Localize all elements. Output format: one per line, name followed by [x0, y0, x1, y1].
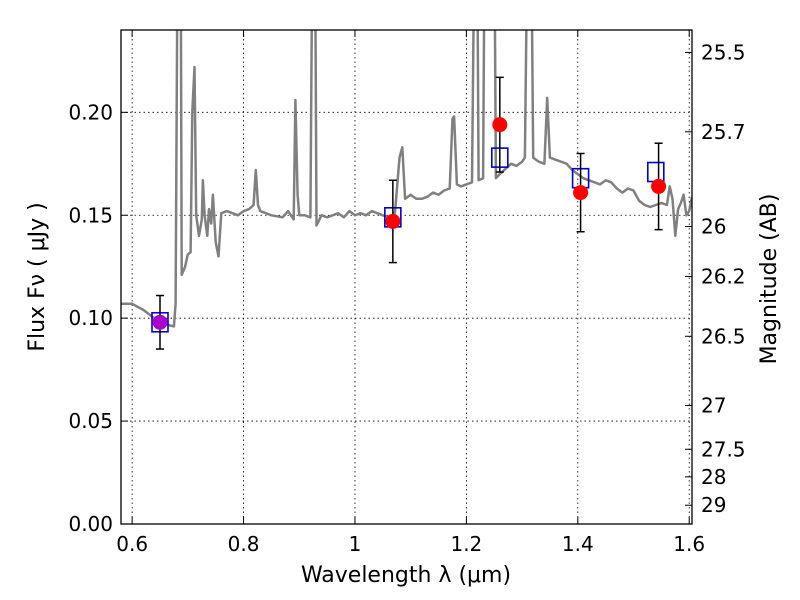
x-axis-label: Wavelength λ (μm)	[301, 563, 511, 588]
model-photometry-square	[646, 161, 665, 183]
x-tick-label: 1	[349, 532, 362, 556]
x-tick-label: 1.4	[562, 532, 594, 556]
magnitude-tick-label: 26.5	[701, 324, 746, 348]
magnitude-tick-label: 25.5	[701, 40, 746, 64]
observed-photometry-point	[385, 213, 401, 229]
observed-photometry-layer	[152, 76, 667, 350]
magnitude-axis-ticks: 25.5 25.7 26 26.2 26.5 27 27.5 28 29	[685, 40, 746, 517]
plot-frame	[120, 29, 693, 525]
model-photometry-layer	[151, 147, 665, 333]
x-tick-label: 1.6	[673, 532, 705, 556]
grid-lines	[121, 30, 692, 524]
magnitude-tick-label: 29	[701, 493, 726, 517]
y-tick-label: 0.15	[68, 203, 113, 227]
x-axis-ticks: 0.6 0.8 1 1.2 1.4 1.6	[116, 30, 705, 556]
magnitude-tick-label: 25.7	[701, 120, 746, 144]
y-tick-label: 0.10	[68, 306, 113, 330]
magnitude-tick-label: 27.5	[701, 437, 746, 461]
y-axis-ticks: 0.00 0.05 0.10 0.15 0.20	[68, 100, 128, 536]
model-spectrum-line	[121, 30, 692, 328]
observed-photometry-point	[651, 178, 667, 194]
y-tick-label: 0.05	[68, 409, 113, 433]
observed-photometry-point	[492, 117, 508, 133]
x-tick-label: 0.6	[116, 532, 148, 556]
magnitude-tick-label: 27	[701, 394, 726, 418]
y-axis-label: Flux Fν ( μJy )	[25, 202, 50, 351]
magnitude-tick-label: 26	[701, 214, 726, 238]
y-tick-label: 0.00	[68, 512, 113, 536]
observed-photometry-point	[573, 185, 589, 201]
x-tick-label: 0.8	[228, 532, 260, 556]
observed-photometry-point	[152, 314, 168, 330]
magnitude-axis-label: Magnitude (AB)	[757, 194, 782, 365]
magnitude-tick-label: 28	[701, 465, 726, 489]
y-tick-label: 0.20	[68, 100, 113, 124]
spectrum-layer	[121, 30, 692, 328]
x-tick-label: 1.2	[450, 532, 482, 556]
magnitude-tick-label: 26.2	[701, 265, 746, 289]
